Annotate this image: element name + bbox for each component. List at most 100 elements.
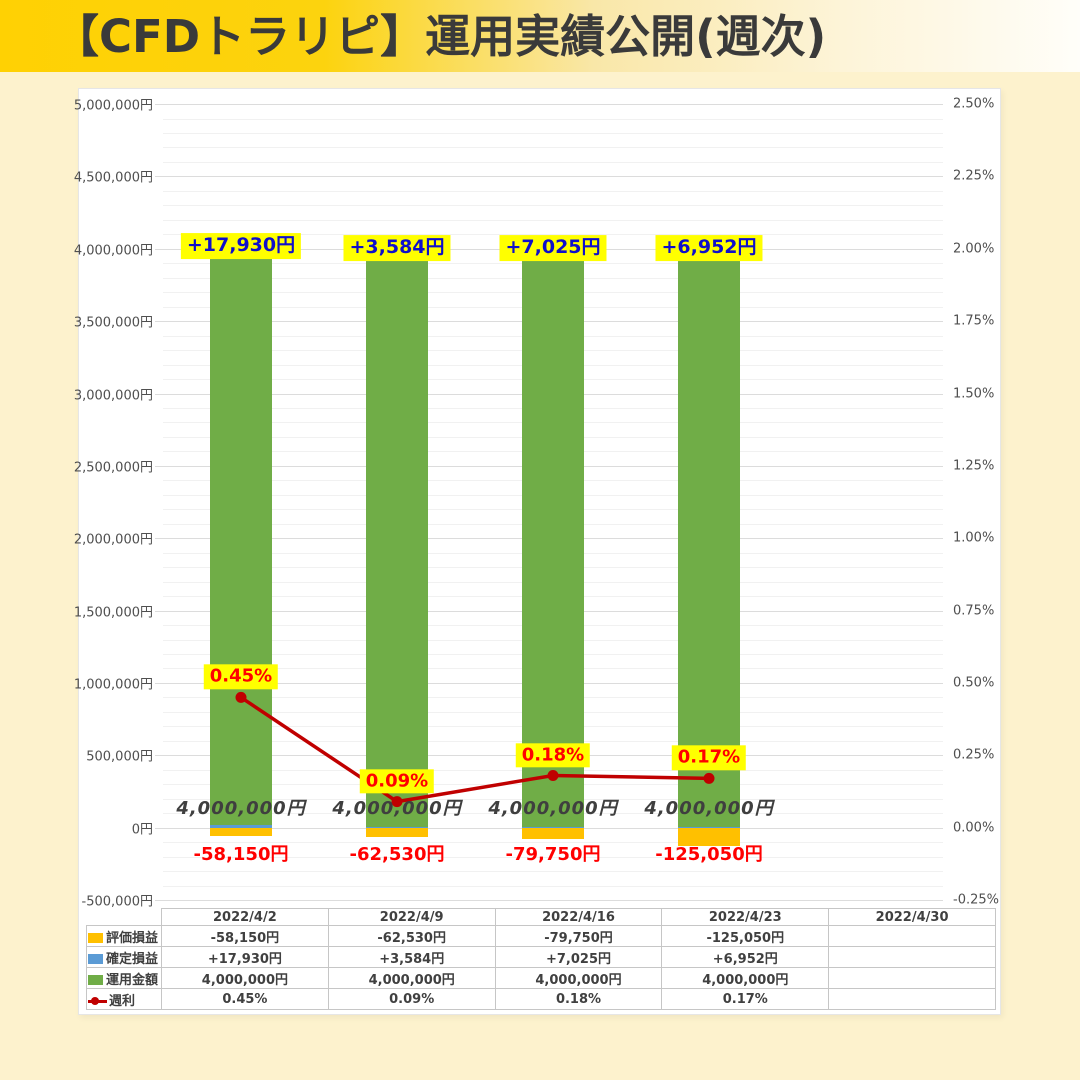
left-axis-tick-label: 5,000,000円 bbox=[73, 98, 153, 114]
grid-line-minor bbox=[163, 219, 943, 221]
grid-line-minor bbox=[163, 190, 943, 192]
principal-label: 4,000,000円 bbox=[488, 797, 618, 819]
table-cell: 0.09% bbox=[327, 988, 496, 1010]
table-cell: -62,530円 bbox=[327, 925, 496, 947]
table-cell bbox=[828, 946, 996, 968]
bar-segment-principal bbox=[366, 248, 428, 828]
grid-line-minor bbox=[163, 118, 943, 120]
left-axis: 5,000,000円 4,500,000円 4,000,000円 3,500,000円… bbox=[74, 99, 153, 910]
grid-line-minor bbox=[163, 871, 943, 873]
page-header: 【CFDトラリピ】運用実績公開(週次) bbox=[0, 0, 1080, 72]
eval-pl-label: -62,530円 bbox=[349, 843, 445, 865]
table-cell: 4,000,000円 bbox=[161, 967, 329, 989]
eval-pl-label: -58,150円 bbox=[193, 843, 289, 865]
page-title: 【CFDトラリピ】運用実績公開(週次) bbox=[54, 9, 827, 63]
right-axis-tick-label: 0.50% bbox=[953, 675, 995, 691]
right-axis: 2.50% 2.25% 2.00% 1.75% 1.50% 1.25% 1.00% 0.75%… bbox=[953, 97, 1013, 908]
left-axis-tick-label: 1,500,000円 bbox=[73, 605, 153, 620]
table-cell: -79,750円 bbox=[494, 925, 663, 947]
right-axis-tick-label: 1.25% bbox=[953, 458, 995, 474]
table-column-header: 2022/4/2 bbox=[161, 908, 329, 926]
left-axis-tick-label: 4,000,000円 bbox=[73, 243, 153, 259]
right-axis-tick-label: 0.00% bbox=[953, 820, 995, 836]
table-row-label: 週利 bbox=[86, 988, 162, 1010]
table-row-label: 評価損益 bbox=[86, 925, 162, 947]
right-axis-tick-label: 2.00% bbox=[953, 241, 995, 257]
table-column-header: 2022/4/9 bbox=[327, 908, 496, 926]
bar-segment-eval-pl bbox=[522, 827, 584, 840]
weekly-rate-label: 0.18% bbox=[515, 742, 591, 768]
grid-line-minor bbox=[163, 132, 943, 134]
eval-pl-label: -125,050円 bbox=[655, 843, 763, 865]
principal-label: 4,000,000円 bbox=[644, 797, 774, 819]
weekly-rate-marker bbox=[391, 796, 403, 808]
bar-segment-realized-pl bbox=[522, 826, 584, 828]
bar-segment-principal bbox=[522, 247, 584, 827]
chart-card: 5,000,000円 4,500,000円 4,000,000円 3,500,000円… bbox=[74, 88, 1001, 1015]
bars-layer bbox=[163, 104, 943, 900]
grid-line-major bbox=[155, 104, 943, 105]
legend-square-icon bbox=[88, 953, 103, 964]
grid-line-minor bbox=[163, 856, 943, 858]
table-cell: 4,000,000円 bbox=[494, 967, 663, 989]
table-cell: 4,000,000円 bbox=[661, 967, 830, 989]
data-table: 2022/4/2 2022/4/9 2022/4/16 2022/4/23 2022/4… bbox=[86, 908, 996, 1010]
weekly-rate-line bbox=[235, 691, 715, 808]
table-cell: +6,952円 bbox=[661, 946, 830, 968]
legend-square-icon bbox=[88, 974, 103, 985]
table-cell bbox=[828, 988, 996, 1010]
table-column-header: 2022/4/30 bbox=[828, 908, 996, 926]
grid-line-minor bbox=[163, 885, 943, 887]
data-table-wrap: 2022/4/2 2022/4/9 2022/4/16 2022/4/23 2022/4… bbox=[86, 908, 996, 1010]
table-corner-cell bbox=[87, 909, 162, 926]
table-cell: 0.17% bbox=[661, 988, 830, 1010]
weekly-rate-label: 0.09% bbox=[359, 768, 435, 794]
bar-segment-realized-pl bbox=[210, 825, 272, 828]
table-column-header: 2022/4/23 bbox=[661, 908, 830, 926]
grid-line-major bbox=[155, 176, 943, 178]
left-axis-tick-label: 2,000,000円 bbox=[73, 532, 153, 548]
legend-square-icon bbox=[88, 932, 103, 943]
grid-line-minor bbox=[163, 161, 943, 163]
weekly-rate-marker bbox=[547, 770, 559, 781]
realized-pl-label: +7,025円 bbox=[499, 234, 607, 261]
left-axis-tick-label: -500,000円 bbox=[81, 894, 153, 910]
left-axis-tick-label: 2,500,000円 bbox=[73, 460, 153, 476]
bar-segment-eval-pl bbox=[678, 827, 740, 846]
table-cell: 0.45% bbox=[161, 988, 329, 1010]
right-axis-tick-label: -0.25% bbox=[953, 892, 999, 908]
left-axis-tick-label: 3,500,000円 bbox=[73, 315, 153, 331]
table-row-label: 確定損益 bbox=[86, 946, 162, 968]
grid-line-minor bbox=[163, 147, 943, 149]
table-cell: +17,930円 bbox=[161, 946, 329, 968]
bar-segment-eval-pl bbox=[210, 827, 272, 836]
left-axis-tick-label: 500,000円 bbox=[86, 749, 153, 765]
weekly-rate-marker bbox=[235, 691, 247, 703]
realized-pl-label: +6,952円 bbox=[655, 234, 763, 261]
weekly-rate-label: 0.45% bbox=[203, 664, 279, 690]
table-cell: +3,584円 bbox=[327, 946, 496, 968]
legend-line-marker-icon bbox=[88, 996, 107, 1006]
weekly-rate-label: 0.17% bbox=[671, 745, 747, 771]
table-cell: 4,000,000円 bbox=[327, 967, 496, 989]
left-axis-tick-label: 3,000,000円 bbox=[73, 388, 153, 403]
table-row-label: 運用金額 bbox=[86, 967, 162, 989]
left-axis-tick-label: 1,000,000円 bbox=[73, 677, 153, 693]
left-axis-tick-label: 0円 bbox=[131, 822, 153, 838]
table-cell bbox=[828, 967, 996, 989]
right-axis-tick-label: 0.25% bbox=[953, 747, 995, 763]
bar-segment-principal bbox=[678, 247, 740, 827]
realized-pl-label: +3,584円 bbox=[343, 235, 451, 262]
table-cell bbox=[828, 925, 996, 947]
bar-segment-realized-pl bbox=[366, 827, 428, 828]
principal-label: 4,000,000円 bbox=[332, 797, 462, 819]
table-cell: -125,050円 bbox=[661, 925, 830, 947]
eval-pl-label: -79,750円 bbox=[505, 843, 601, 865]
bar-segment-eval-pl bbox=[366, 827, 428, 837]
table-cell: -58,150円 bbox=[161, 925, 329, 947]
right-axis-tick-label: 2.25% bbox=[953, 168, 995, 184]
grid-line-minor bbox=[163, 205, 943, 207]
right-axis-tick-label: 1.75% bbox=[953, 313, 995, 329]
table-cell: 0.18% bbox=[494, 988, 663, 1010]
plot-area: +17,930円 4,000,000円 -58,150円 0.45% +3,584円 4,… bbox=[155, 104, 943, 901]
